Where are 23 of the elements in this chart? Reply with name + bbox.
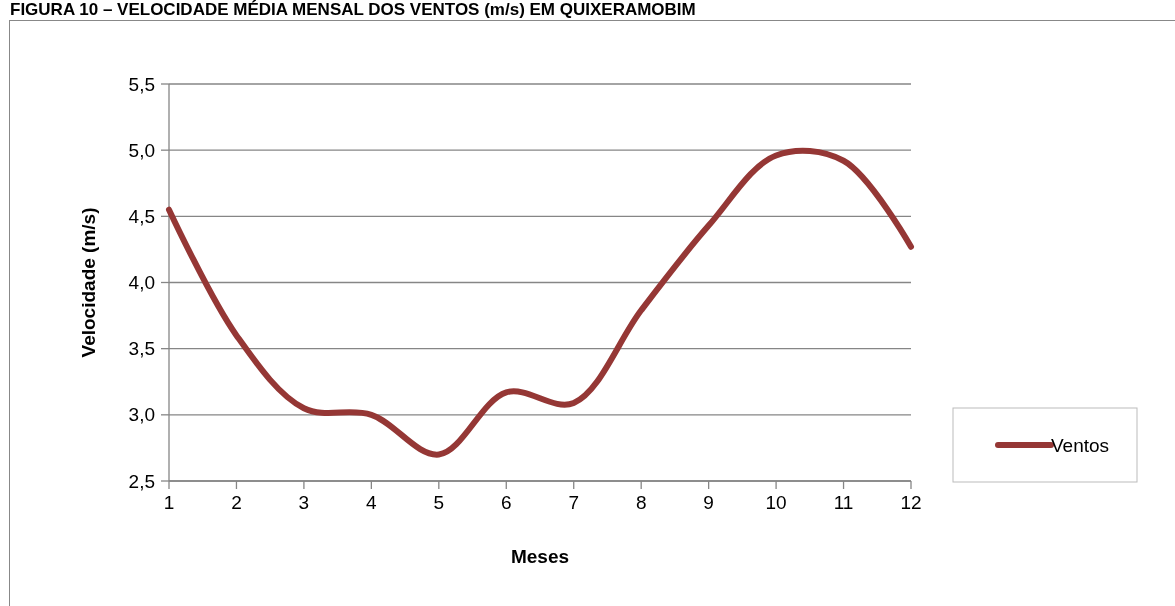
legend-label: Ventos (1051, 434, 1110, 456)
x-tick-label: 9 (703, 492, 714, 513)
y-axis-title: Velocidade (m/s) (78, 207, 99, 358)
x-axis-title: Meses (510, 546, 570, 567)
chart-title: FIGURA 10 – VELOCIDADE MÉDIA MENSAL DOS VENTOS (m/s) EM QUIXERAMOBIM (10, 0, 696, 19)
y-tick-label: 3,5 (128, 338, 155, 360)
x-tick-label: 3 (298, 492, 310, 513)
y-tick-label: 4,0 (128, 272, 155, 294)
y-tick-label: 5,5 (128, 73, 155, 95)
x-tick-label: 7 (568, 492, 580, 513)
y-tick-label: 5,0 (128, 139, 155, 161)
x-tick-label: 1 (163, 492, 175, 513)
y-tick-label: 3,0 (128, 404, 155, 426)
x-tick-label: 11 (833, 492, 854, 513)
x-tick-label: 5 (433, 492, 445, 513)
y-tick-label: 4,5 (128, 205, 155, 227)
x-tick-label: 8 (635, 492, 647, 513)
x-tick-label: 6 (500, 492, 512, 513)
x-tick-label: 10 (765, 492, 787, 513)
x-tick-label: 12 (900, 492, 922, 513)
x-tick-label: 4 (366, 492, 378, 513)
x-tick-label: 2 (231, 492, 242, 513)
y-tick-label: 2,5 (128, 470, 155, 492)
